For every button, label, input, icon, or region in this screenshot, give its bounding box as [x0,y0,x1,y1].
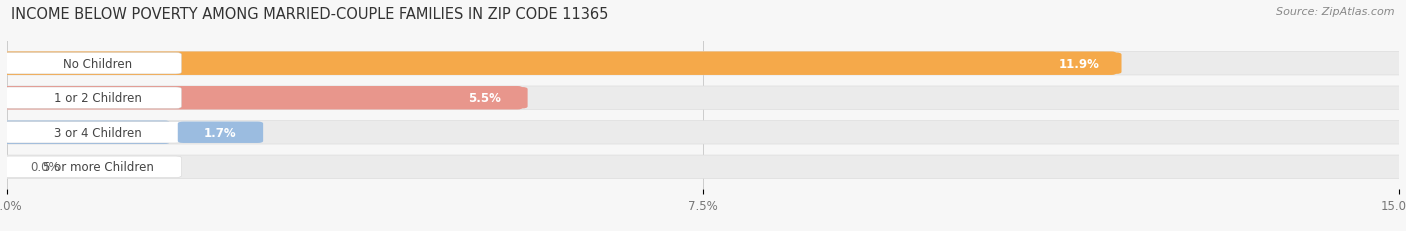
Text: 5.5%: 5.5% [468,92,502,105]
Text: 5 or more Children: 5 or more Children [42,161,153,173]
FancyBboxPatch shape [3,121,170,144]
FancyBboxPatch shape [1036,53,1122,75]
Text: Source: ZipAtlas.com: Source: ZipAtlas.com [1277,7,1395,17]
FancyBboxPatch shape [3,53,181,75]
Text: No Children: No Children [63,58,132,70]
FancyBboxPatch shape [3,87,1403,110]
FancyBboxPatch shape [177,122,263,143]
FancyBboxPatch shape [3,52,1116,76]
Text: INCOME BELOW POVERTY AMONG MARRIED-COUPLE FAMILIES IN ZIP CODE 11365: INCOME BELOW POVERTY AMONG MARRIED-COUPL… [11,7,609,22]
FancyBboxPatch shape [3,88,181,109]
Text: 0.0%: 0.0% [31,161,60,173]
FancyBboxPatch shape [3,156,181,178]
FancyBboxPatch shape [3,122,181,143]
FancyBboxPatch shape [443,88,527,109]
FancyBboxPatch shape [3,52,1403,76]
Text: 1.7%: 1.7% [204,126,236,139]
FancyBboxPatch shape [3,155,1403,179]
FancyBboxPatch shape [3,87,522,110]
FancyBboxPatch shape [3,121,1403,144]
Text: 1 or 2 Children: 1 or 2 Children [53,92,142,105]
Text: 3 or 4 Children: 3 or 4 Children [53,126,142,139]
Text: 11.9%: 11.9% [1059,58,1099,70]
